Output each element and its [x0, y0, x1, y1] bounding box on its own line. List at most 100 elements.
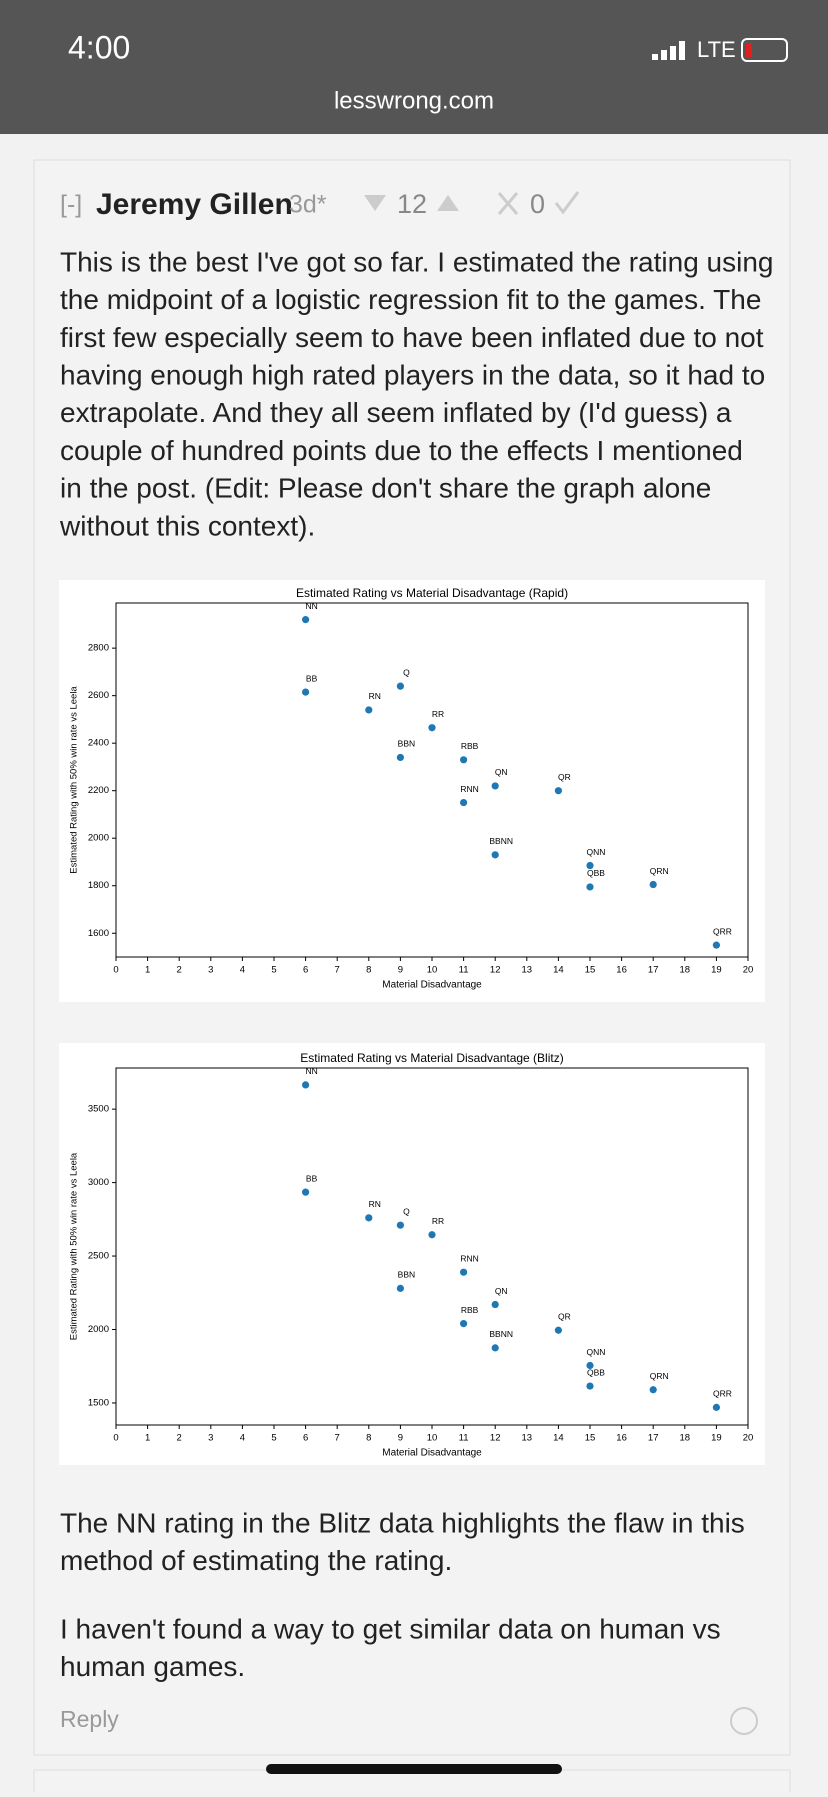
- point: [586, 1382, 594, 1390]
- url[interactable]: lesswrong.com: [334, 87, 494, 114]
- paragraph-line: having enough high rated players in the …: [60, 359, 765, 390]
- signal: [652, 41, 685, 60]
- x-tick-label: 5: [271, 1433, 276, 1444]
- x-axis-label: Material Disadvantage: [382, 1448, 482, 1459]
- paragraph-line: in the post. (Edit: Please don't share t…: [60, 473, 711, 504]
- point: [396, 1221, 404, 1229]
- paragraph-line: the midpoint of a logistic regression fi…: [60, 284, 761, 315]
- reply[interactable]: Reply: [60, 1706, 119, 1732]
- x-tick-label: 3: [208, 1433, 213, 1444]
- y-tick-label: 2800: [88, 643, 109, 654]
- x-tick-label: 14: [553, 965, 564, 976]
- point-label: QN: [495, 1286, 508, 1296]
- point: [491, 1300, 499, 1309]
- point: [365, 1214, 373, 1222]
- point: [554, 787, 563, 795]
- point-label: QRR: [713, 1389, 732, 1399]
- chart-title: Estimated Rating vs Material Disadvantag…: [296, 586, 568, 600]
- x-tick-label: 2: [177, 1433, 182, 1444]
- point: [460, 756, 468, 764]
- point-label: NN: [305, 601, 317, 611]
- point-label: QBB: [587, 1367, 605, 1377]
- y-tick-label: 1800: [88, 880, 109, 891]
- x-tick-label: 1: [145, 1433, 150, 1444]
- x-tick-label: 12: [490, 965, 501, 976]
- point-label: RBB: [461, 1305, 479, 1315]
- x-tick-label: 6: [303, 1433, 308, 1444]
- battery-level: [746, 43, 752, 57]
- y-tick-label: 2000: [88, 1324, 109, 1335]
- agree[interactable]: [554, 191, 580, 215]
- y-tick-label: 2600: [88, 690, 109, 701]
- point: [428, 1231, 436, 1239]
- point: [460, 1320, 468, 1328]
- point: [302, 616, 310, 624]
- x-tick-label: 0: [113, 965, 118, 976]
- point: [460, 798, 468, 807]
- point-label: RBB: [461, 741, 479, 751]
- point: [712, 941, 721, 949]
- x-tick-label: 17: [648, 965, 659, 976]
- chart-image: [59, 1043, 765, 1465]
- point: [586, 861, 594, 870]
- paragraph-line: human games.: [60, 1651, 245, 1682]
- author[interactable]: Jeremy Gillen: [96, 188, 293, 221]
- point-label: QBB: [587, 868, 605, 878]
- point: [396, 1284, 404, 1292]
- point: [302, 1188, 310, 1196]
- point: [396, 753, 404, 762]
- collapse[interactable]: [-]: [60, 191, 82, 219]
- x-tick-label: 19: [711, 1433, 722, 1444]
- downvote[interactable]: [364, 195, 386, 211]
- paragraph-line: without this context).: [59, 510, 315, 541]
- point-label: Q: [403, 667, 410, 677]
- point: [365, 706, 373, 714]
- point-label: BB: [306, 1173, 318, 1183]
- x-tick-label: 8: [366, 1433, 371, 1444]
- point-label: BBN: [398, 739, 415, 749]
- point: [396, 682, 404, 690]
- point-label: QNN: [587, 1347, 606, 1357]
- point-label: RNN: [460, 784, 478, 794]
- point-label: QRN: [650, 1371, 669, 1381]
- x-tick-label: 15: [585, 965, 596, 976]
- x-tick-label: 2: [177, 965, 182, 976]
- network: LTE: [697, 37, 736, 62]
- y-tick-label: 1600: [88, 928, 109, 939]
- x-tick-label: 0: [113, 1433, 118, 1444]
- point-label: NN: [305, 1066, 317, 1076]
- x-tick-label: 4: [240, 965, 245, 976]
- x-tick-label: 16: [616, 1433, 627, 1444]
- point-label: BBN: [398, 1270, 415, 1280]
- disagree[interactable]: [497, 192, 519, 215]
- point: [302, 688, 310, 696]
- y-axis-label: Estimated Rating with 50% win rate vs Le…: [69, 1152, 80, 1340]
- chart-image: [59, 580, 765, 1002]
- react[interactable]: [730, 1707, 758, 1735]
- point: [554, 1326, 563, 1334]
- point: [491, 851, 499, 859]
- x-tick-label: 5: [271, 965, 276, 976]
- point: [460, 1268, 468, 1276]
- point-label: RN: [369, 1199, 381, 1209]
- upvote[interactable]: [437, 195, 459, 211]
- y-tick-label: 2500: [88, 1251, 109, 1262]
- x-tick-label: 10: [427, 965, 438, 976]
- point: [491, 1344, 499, 1352]
- x-tick-label: 7: [335, 965, 340, 976]
- x-tick-label: 4: [240, 1433, 245, 1444]
- agreement: 0: [530, 189, 545, 219]
- x-tick-label: 12: [490, 1433, 501, 1444]
- x-tick-label: 9: [398, 965, 403, 976]
- paragraph-line: couple of hundred points due to the effe…: [60, 435, 743, 466]
- point-label: RR: [432, 1216, 444, 1226]
- age: 3d*: [289, 191, 327, 219]
- paragraph-line: I haven't found a way to get similar dat…: [60, 1613, 721, 1644]
- point-label: QR: [558, 772, 571, 782]
- y-tick-label: 2000: [88, 833, 109, 844]
- x-tick-label: 16: [616, 965, 627, 976]
- time: 4:00: [68, 29, 130, 65]
- point-label: BBNN: [489, 1329, 513, 1339]
